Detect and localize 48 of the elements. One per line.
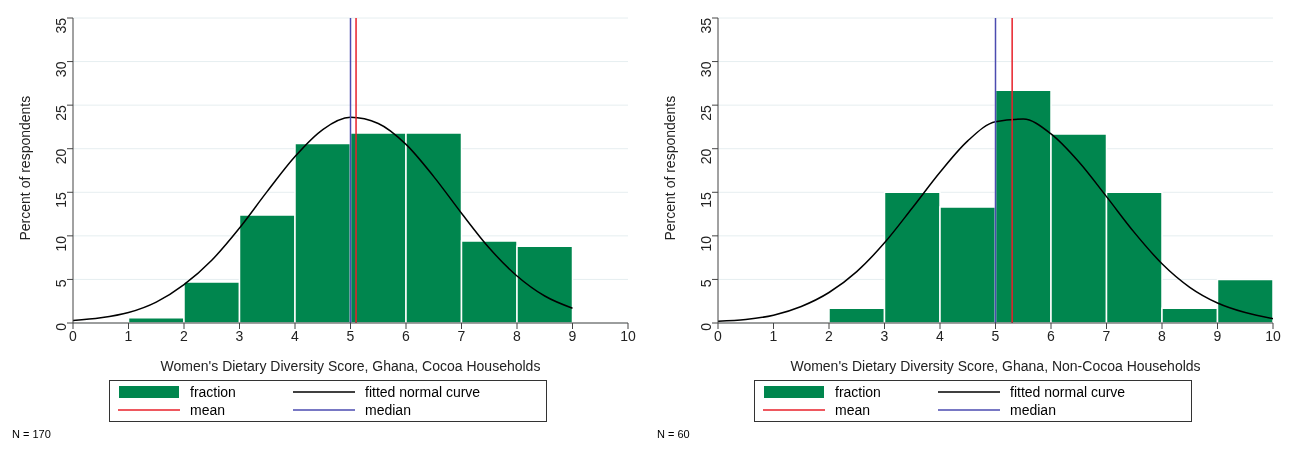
x-tick-label: 3 [235,327,244,344]
y-axis-title: Percent of respondents [661,95,678,241]
x-tick-label: 4 [936,327,945,344]
y-tick-label: 35 [697,17,714,34]
legend-label: mean [190,402,226,418]
y-tick-label: 20 [52,148,69,165]
x-tick-label: 5 [346,327,355,344]
x-tick-label: 4 [291,327,300,344]
y-tick-label: 20 [697,148,714,165]
y-tick-label: 10 [52,235,69,252]
legend-label: mean [835,402,871,418]
x-tick-label: 1 [769,327,778,344]
y-tick-label: 30 [697,61,714,78]
x-tick-label: 7 [1102,327,1111,344]
y-axis-title: Percent of respondents [16,95,33,241]
y-tick-label: 5 [697,279,714,288]
x-tick-label: 3 [880,327,889,344]
y-tick-label: 5 [52,279,69,288]
legend-label: fraction [190,384,236,400]
y-tick-label: 15 [697,192,714,208]
x-tick-label: 2 [180,327,189,344]
legend-label: fraction [835,384,881,400]
x-tick-label: 5 [991,327,1000,344]
legend-label: fitted normal curve [1010,384,1126,400]
x-tick-label: 1 [124,327,133,344]
x-tick-label: 10 [1265,327,1281,344]
x-tick-label: 2 [825,327,834,344]
legend-label: median [365,402,411,418]
text: N = 60 [657,428,691,440]
x-tick-label: 9 [1213,327,1222,344]
legend-label: fitted normal curve [365,384,481,400]
y-tick-label: 25 [52,104,69,121]
x-tick-label: 6 [1047,327,1056,344]
y-tick-label: 25 [697,104,714,121]
x-axis-title: Women's Dietary Diversity Score, Ghana, Non-Cocoa Households [790,358,1201,374]
x-tick-label: 8 [513,327,522,344]
text: N = 170 [12,428,52,440]
y-tick-label: 30 [52,61,69,78]
y-tick-label: 10 [697,235,714,252]
x-axis-title: Women's Dietary Diversity Score, Ghana, Cocoa Households [160,358,541,374]
x-tick-label: 7 [457,327,466,344]
y-tick-label: 15 [52,192,69,208]
x-tick-label: 10 [620,327,636,344]
y-tick-label: 35 [52,17,69,34]
x-tick-label: 9 [568,327,577,344]
x-tick-label: 8 [1158,327,1167,344]
legend-label: median [1010,402,1056,418]
x-tick-label: 6 [402,327,411,344]
